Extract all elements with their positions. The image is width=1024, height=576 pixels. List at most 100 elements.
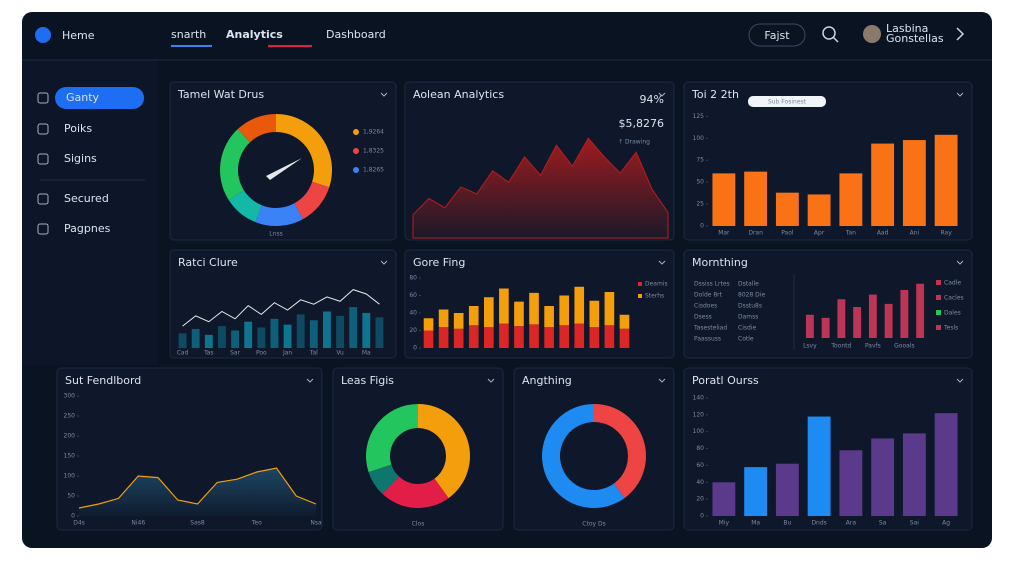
x-tick-label: Aad bbox=[877, 230, 889, 237]
bar bbox=[902, 140, 926, 226]
user-name: Lasbina bbox=[886, 22, 928, 35]
panel-title: Angthing bbox=[522, 374, 572, 387]
item-icon bbox=[37, 153, 49, 165]
badge bbox=[748, 96, 826, 107]
sidebar-item[interactable]: Poiks bbox=[64, 122, 92, 135]
legend-swatch bbox=[638, 294, 642, 298]
y-tick-label: 100 bbox=[693, 428, 705, 435]
x-tick-label: Sas8 bbox=[190, 520, 205, 527]
panel-title: Ratci Clure bbox=[178, 256, 238, 269]
tab[interactable]: Dashboard bbox=[326, 28, 386, 41]
y-tick-label: 60 bbox=[409, 292, 417, 299]
y-tick-label: 125 bbox=[693, 113, 705, 120]
search-icon[interactable] bbox=[822, 26, 836, 40]
item-icon bbox=[37, 123, 49, 135]
panel-menu[interactable] bbox=[658, 378, 666, 383]
x-tick-label: Tal bbox=[309, 350, 318, 357]
x-tick-label: Mar bbox=[718, 230, 730, 237]
x-tick-label: Cad bbox=[177, 350, 189, 357]
donut-label: Clos bbox=[412, 521, 425, 528]
x-tick-label: Sa bbox=[879, 520, 887, 527]
bar bbox=[805, 314, 814, 338]
x-tick-label: Ani bbox=[910, 230, 920, 237]
bar-segment bbox=[499, 323, 509, 348]
bar bbox=[775, 463, 799, 516]
donut-segment bbox=[542, 404, 625, 509]
bar-segment bbox=[423, 318, 434, 331]
sidebar-item[interactable]: Sigins bbox=[64, 152, 97, 165]
search-icon bbox=[832, 36, 839, 43]
legend-label: 1,8265 bbox=[363, 167, 384, 174]
bar bbox=[744, 171, 768, 226]
panel-menu[interactable] bbox=[658, 92, 666, 97]
panel-title: Aolean Analytics bbox=[413, 88, 504, 101]
x-tick-label: Poo bbox=[256, 350, 267, 357]
bar bbox=[244, 321, 253, 348]
chevron[interactable] bbox=[956, 27, 965, 41]
panel-menu[interactable] bbox=[956, 92, 964, 97]
bar bbox=[231, 330, 239, 348]
legend-label: 1,8325 bbox=[363, 148, 384, 155]
button[interactable] bbox=[748, 23, 806, 47]
y-tick-label: 50 bbox=[696, 179, 704, 186]
y-tick-label: 80 bbox=[696, 445, 704, 452]
legend-label: Tesls bbox=[943, 325, 958, 332]
sidebar-item[interactable]: Secured bbox=[64, 192, 109, 205]
panel-menu[interactable] bbox=[956, 378, 964, 383]
bar bbox=[362, 312, 371, 348]
user-name: Gonstellas bbox=[886, 32, 944, 45]
bar bbox=[309, 320, 318, 348]
panels: Tamel Wat Drus 1,9264 1,8325 1,8265 Lnss Aole… bbox=[56, 81, 973, 531]
legend-swatch bbox=[353, 148, 359, 154]
bar bbox=[839, 450, 863, 516]
x-tick-label: Ray bbox=[940, 230, 952, 237]
bar-segment bbox=[483, 327, 494, 348]
list-cell: Cisdie bbox=[738, 325, 756, 332]
donut-segment bbox=[368, 464, 399, 494]
legend-swatch bbox=[936, 325, 941, 330]
x-tick-label: Paol bbox=[781, 230, 794, 237]
panel-menu[interactable] bbox=[487, 378, 495, 383]
x-tick-label: Lsvy bbox=[803, 343, 817, 350]
bar bbox=[375, 317, 384, 348]
panel-menu[interactable] bbox=[380, 92, 388, 97]
panel-menu[interactable] bbox=[306, 378, 314, 383]
legend-label: Cadle bbox=[944, 280, 961, 287]
panel-menu[interactable] bbox=[380, 260, 388, 265]
item-icon bbox=[37, 92, 49, 104]
area bbox=[79, 468, 316, 516]
bar bbox=[218, 326, 226, 348]
bar-segment bbox=[574, 286, 585, 324]
avatar bbox=[863, 25, 881, 43]
sidebar-item[interactable]: Pagpnes bbox=[64, 222, 111, 235]
sidebar-item[interactable]: Ganty bbox=[66, 91, 100, 104]
panel-menu[interactable] bbox=[658, 260, 666, 265]
panel-menu[interactable] bbox=[956, 260, 964, 265]
legend-label: Deamis bbox=[645, 281, 668, 288]
legend-label: Dales bbox=[944, 310, 961, 317]
sidebar bbox=[22, 60, 158, 365]
bar bbox=[807, 416, 831, 516]
list-cell: Dsstu8s bbox=[738, 303, 762, 310]
y-tick-label: 300 bbox=[64, 393, 76, 400]
bar-segment bbox=[619, 314, 630, 329]
item-icon bbox=[37, 193, 49, 205]
sidebar-items: Ganty Poiks Sigins Secured Pagpnes bbox=[37, 87, 144, 235]
donut-segment bbox=[220, 129, 250, 201]
bar-segment bbox=[438, 309, 449, 327]
panel-title: Gore Fing bbox=[413, 256, 465, 269]
x-tick-label: D4s bbox=[73, 520, 85, 527]
donut-segment bbox=[382, 476, 449, 508]
panel-title: Leas Figis bbox=[341, 374, 394, 387]
donut-segment bbox=[237, 114, 276, 143]
bar bbox=[744, 467, 768, 516]
x-tick-label: Nsa bbox=[310, 520, 322, 527]
bar bbox=[902, 433, 926, 516]
donut-segment bbox=[418, 404, 470, 499]
donut-segment bbox=[366, 404, 418, 473]
list-cell: Dsess bbox=[694, 314, 712, 321]
y-tick-label: 0 bbox=[413, 345, 417, 352]
bar-segment bbox=[483, 297, 494, 327]
active-item[interactable] bbox=[55, 87, 144, 109]
tab[interactable]: Analytics bbox=[226, 28, 283, 41]
